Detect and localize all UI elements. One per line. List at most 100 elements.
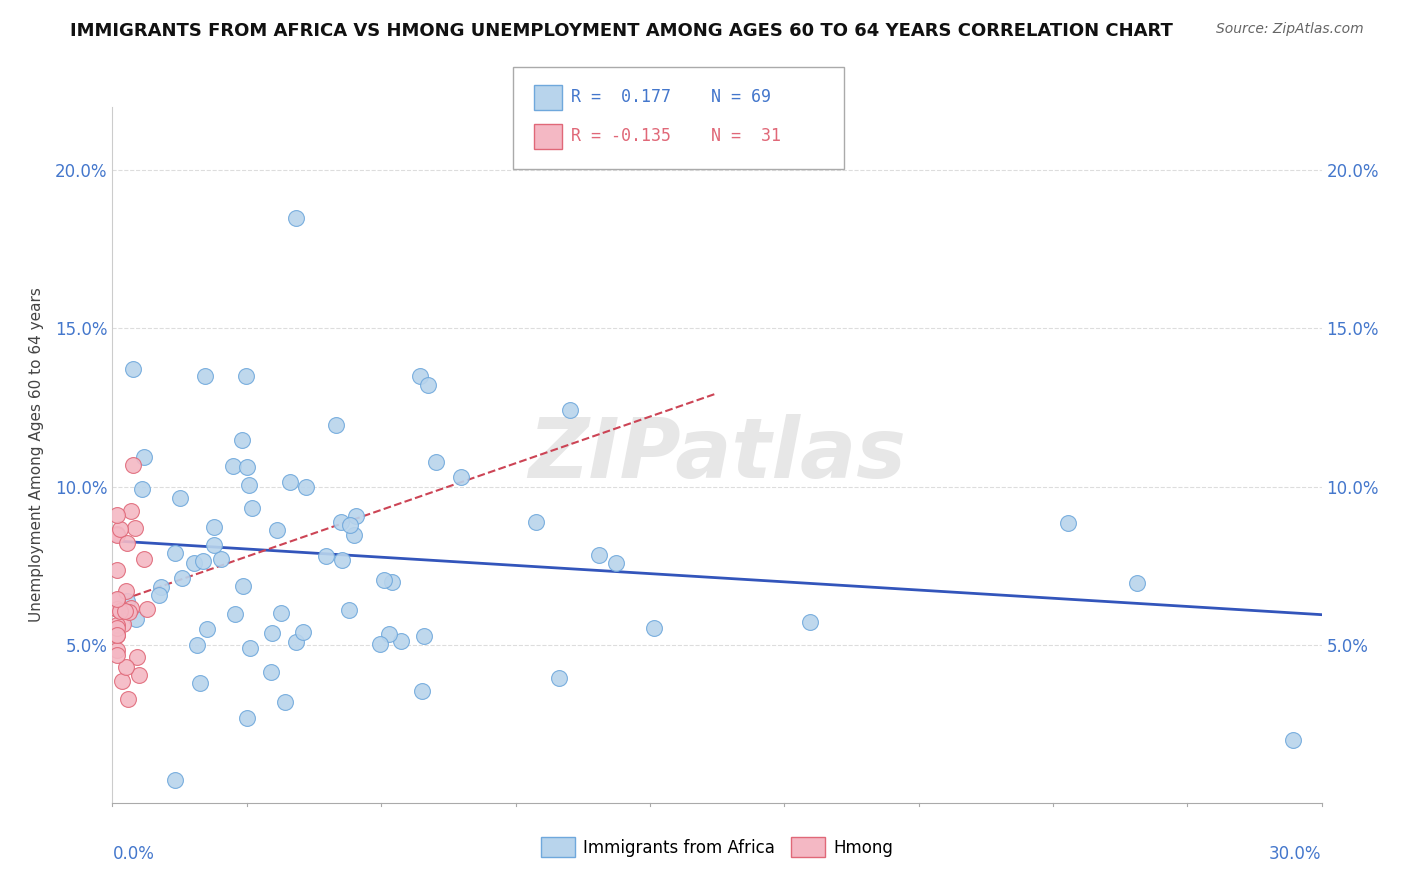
Point (425, 455, 447, 469)
Point (105, 628, 128, 642)
Point (238, 478, 260, 492)
Point (339, 517, 361, 532)
Point (188, 675, 211, 690)
Point (165, 772, 187, 787)
Point (191, 554, 214, 568)
Point (105, 593, 128, 607)
Point (131, 482, 153, 496)
Point (122, 361, 145, 376)
Point (105, 621, 128, 635)
Point (329, 515, 352, 529)
Point (105, 601, 128, 615)
Point (148, 588, 170, 602)
Point (236, 711, 259, 725)
Point (413, 629, 436, 643)
Point (194, 369, 217, 384)
Point (240, 500, 263, 515)
Point (105, 508, 128, 523)
Point (560, 403, 582, 417)
Point (643, 621, 665, 635)
Text: 0.0%: 0.0% (112, 845, 155, 863)
Point (285, 635, 308, 649)
Point (105, 527, 128, 541)
Point (799, 615, 821, 629)
Point (111, 673, 134, 688)
Point (418, 378, 440, 392)
Point (524, 515, 547, 529)
Point (195, 622, 218, 636)
Point (368, 637, 391, 651)
Point (202, 520, 225, 534)
Text: 30.0%: 30.0% (1270, 845, 1322, 863)
Point (105, 527, 128, 541)
Point (125, 612, 148, 626)
Point (231, 433, 253, 447)
Point (411, 684, 433, 698)
Point (209, 551, 232, 566)
Point (132, 450, 155, 465)
Point (291, 625, 314, 640)
Point (235, 459, 257, 474)
Point (389, 634, 412, 648)
Point (381, 574, 404, 589)
Point (202, 538, 225, 552)
Point (284, 211, 307, 225)
Point (110, 522, 132, 536)
Point (169, 491, 191, 506)
Point (105, 643, 128, 657)
Point (120, 601, 142, 615)
Point (325, 418, 347, 433)
Point (224, 607, 246, 621)
Point (118, 605, 141, 619)
Text: ZIPatlas: ZIPatlas (529, 415, 905, 495)
Point (1057, 516, 1080, 530)
Point (127, 650, 149, 665)
Point (114, 605, 136, 619)
Point (122, 458, 145, 473)
Point (239, 640, 262, 655)
Point (108, 604, 131, 618)
Text: IMMIGRANTS FROM AFRICA VS HMONG UNEMPLOYMENT AMONG AGES 60 TO 64 YEARS CORRELATI: IMMIGRANTS FROM AFRICA VS HMONG UNEMPLOY… (70, 22, 1173, 40)
Point (1282, 732, 1305, 747)
Text: Source: ZipAtlas.com: Source: ZipAtlas.com (1216, 22, 1364, 37)
Point (605, 556, 627, 570)
Point (105, 648, 128, 663)
Point (266, 523, 288, 537)
Point (222, 458, 245, 473)
Point (115, 583, 138, 598)
Point (450, 470, 472, 484)
Point (128, 668, 150, 682)
Point (342, 528, 364, 542)
Y-axis label: Unemployment Among Ages 60 to 64 years: Unemployment Among Ages 60 to 64 years (30, 287, 44, 623)
Point (274, 694, 297, 708)
Point (588, 548, 610, 562)
Point (172, 571, 194, 585)
Point (548, 671, 571, 685)
Point (105, 618, 128, 632)
Point (117, 535, 139, 549)
Text: R =  0.177    N = 69: R = 0.177 N = 69 (571, 88, 770, 106)
Point (378, 627, 401, 641)
Point (278, 475, 301, 490)
Point (105, 564, 128, 578)
Point (260, 626, 283, 640)
Point (136, 602, 159, 616)
Point (373, 573, 395, 587)
Point (115, 659, 138, 673)
Point (117, 692, 139, 706)
Point (186, 639, 208, 653)
Point (344, 508, 367, 523)
Point (260, 665, 283, 679)
Point (124, 521, 146, 535)
Point (150, 580, 173, 594)
Point (235, 369, 257, 384)
Point (111, 616, 134, 631)
Point (183, 556, 205, 570)
Point (295, 480, 318, 494)
Text: R = -0.135    N =  31: R = -0.135 N = 31 (571, 128, 780, 145)
Point (163, 546, 186, 560)
Point (337, 603, 360, 617)
Point (232, 579, 254, 593)
Point (105, 628, 128, 642)
Legend: Immigrants from Africa, Hmong: Immigrants from Africa, Hmong (534, 830, 900, 864)
